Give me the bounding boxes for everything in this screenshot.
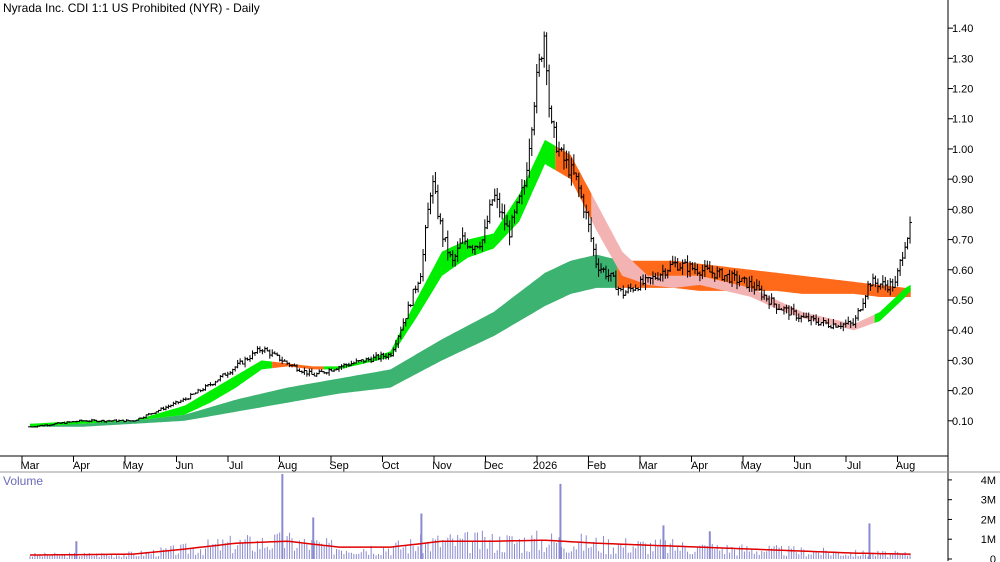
y-tick-label: 1.00 [952, 144, 973, 156]
x-tick-label: Aug [896, 460, 916, 472]
y-tick-label: 0.20 [952, 386, 973, 398]
y-tick-label: 1.20 [952, 84, 973, 96]
x-tick-label: Jun [176, 460, 194, 472]
x-tick-label: May [123, 460, 144, 472]
x-tick-label: Jul [229, 460, 243, 472]
volume-y-tick-label: 1M [981, 534, 996, 546]
x-tick-label: Feb [587, 460, 606, 472]
gmma-short-segment-4 [591, 193, 664, 287]
y-tick-label: 0.10 [952, 416, 973, 428]
y-tick-label: 0.60 [952, 265, 973, 277]
y-tick-label: 0.80 [952, 204, 973, 216]
gmma-short-segment-6 [874, 284, 911, 323]
y-tick-label: 0.50 [952, 295, 973, 307]
volume-bars [29, 473, 911, 559]
y-tick-label: 0.70 [952, 235, 973, 247]
gmma-short-segment-2 [323, 139, 556, 370]
price-bars [28, 31, 913, 428]
y-tick-label: 0.30 [952, 355, 973, 367]
y-tick-label: 1.40 [952, 23, 973, 35]
x-tick-label: Nov [432, 460, 452, 472]
x-tick-label: Mar [21, 460, 40, 472]
y-tick-label: 0.40 [952, 325, 973, 337]
chart-title: Nyrada Inc. CDI 1:1 US Prohibited (NYR) … [3, 1, 260, 15]
x-tick-label: Dec [484, 460, 504, 472]
volume-moving-average-line [30, 539, 911, 556]
x-tick-label: Apr [691, 460, 708, 472]
x-tick-label: Oct [382, 460, 399, 472]
volume-y-tick-label: 3M [981, 495, 996, 507]
volume-y-tick-label: 0 [990, 554, 996, 562]
y-tick-label: 1.30 [952, 53, 973, 65]
volume-y-tick-label: 2M [981, 514, 996, 526]
x-tick-label: Aug [278, 460, 298, 472]
y-tick-label: 1.10 [952, 114, 973, 126]
x-tick-label: 2026 [533, 460, 557, 472]
gmma-short-segment-1 [272, 361, 324, 370]
volume-y-tick-label: 4M [981, 475, 996, 487]
x-tick-label: Jun [794, 460, 812, 472]
x-tick-label: May [741, 460, 762, 472]
gmma-short-segment-0 [30, 360, 272, 427]
x-tick-label: Apr [73, 460, 90, 472]
x-tick-label: Jul [847, 460, 861, 472]
y-tick-label: 0.90 [952, 174, 973, 186]
x-tick-label: Sep [329, 460, 349, 472]
gmma-long-segment-0 [30, 254, 618, 427]
volume-panel-label: Volume [3, 474, 44, 488]
x-tick-label: Mar [639, 460, 658, 472]
gmma-long-band [30, 254, 911, 427]
